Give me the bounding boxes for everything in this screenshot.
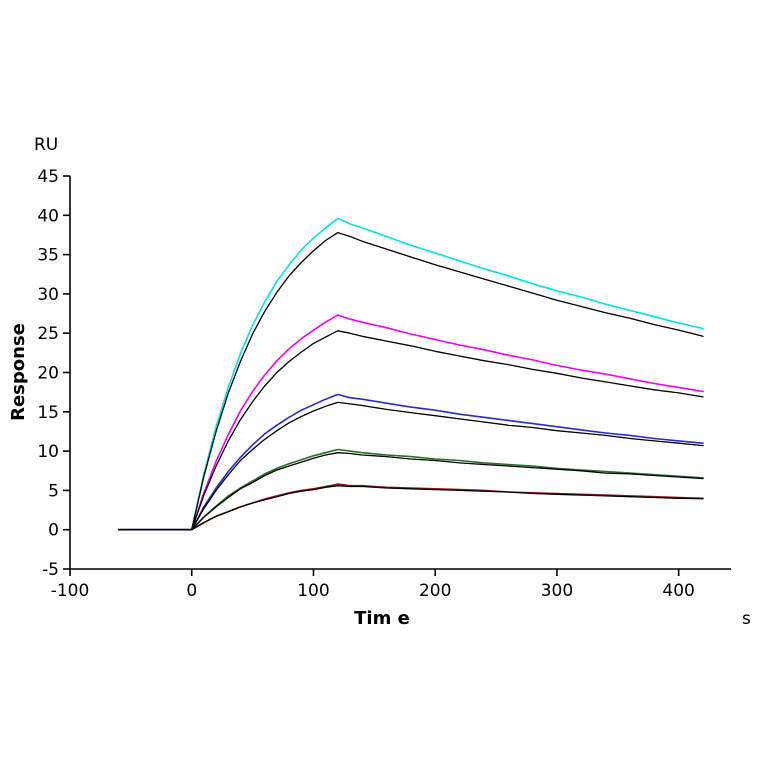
y-tick-label: 10 xyxy=(37,442,59,462)
x-tick-label: 300 xyxy=(541,581,573,601)
data-curve-magenta xyxy=(117,314,704,531)
fit-curve-fit-cyan xyxy=(118,231,704,531)
data-curve-blue xyxy=(117,393,704,531)
y-axis-unit-label: RU xyxy=(34,135,58,155)
x-tick-label: 200 xyxy=(419,581,451,601)
x-tick-label: 0 xyxy=(186,581,197,601)
y-tick-label: -5 xyxy=(42,560,59,580)
x-tick-label: 100 xyxy=(297,581,329,601)
data-curve-green xyxy=(117,448,704,531)
y-tick-label: 0 xyxy=(48,521,59,541)
y-tick-label: 5 xyxy=(48,481,59,501)
fit-curve-fit-magenta xyxy=(118,330,704,531)
y-tick-label: 40 xyxy=(37,206,59,226)
fit-curve-fit-dark-red xyxy=(118,485,704,531)
x-tick-label: -100 xyxy=(51,581,90,601)
y-tick-label: 45 xyxy=(37,167,59,187)
y-axis-title: Response xyxy=(8,323,29,421)
y-tick-label: 25 xyxy=(37,324,59,344)
data-curve-cyan xyxy=(117,217,704,531)
x-tick-label: 400 xyxy=(662,581,694,601)
fit-curve-fit-blue xyxy=(118,401,704,531)
x-axis-unit-label: s xyxy=(742,609,751,629)
y-tick-label: 30 xyxy=(37,285,59,305)
x-axis-title: Tim e xyxy=(354,608,410,629)
y-tick-label: 35 xyxy=(37,246,59,266)
y-tick-label: 20 xyxy=(37,364,59,384)
fit-curve-fit-green xyxy=(118,452,704,531)
y-tick-label: 15 xyxy=(37,403,59,423)
plot-generated-layer: -5 0 5 10 15 20 25 30 35 40 45 -100 0 100 200 300 400 xyxy=(37,167,731,601)
